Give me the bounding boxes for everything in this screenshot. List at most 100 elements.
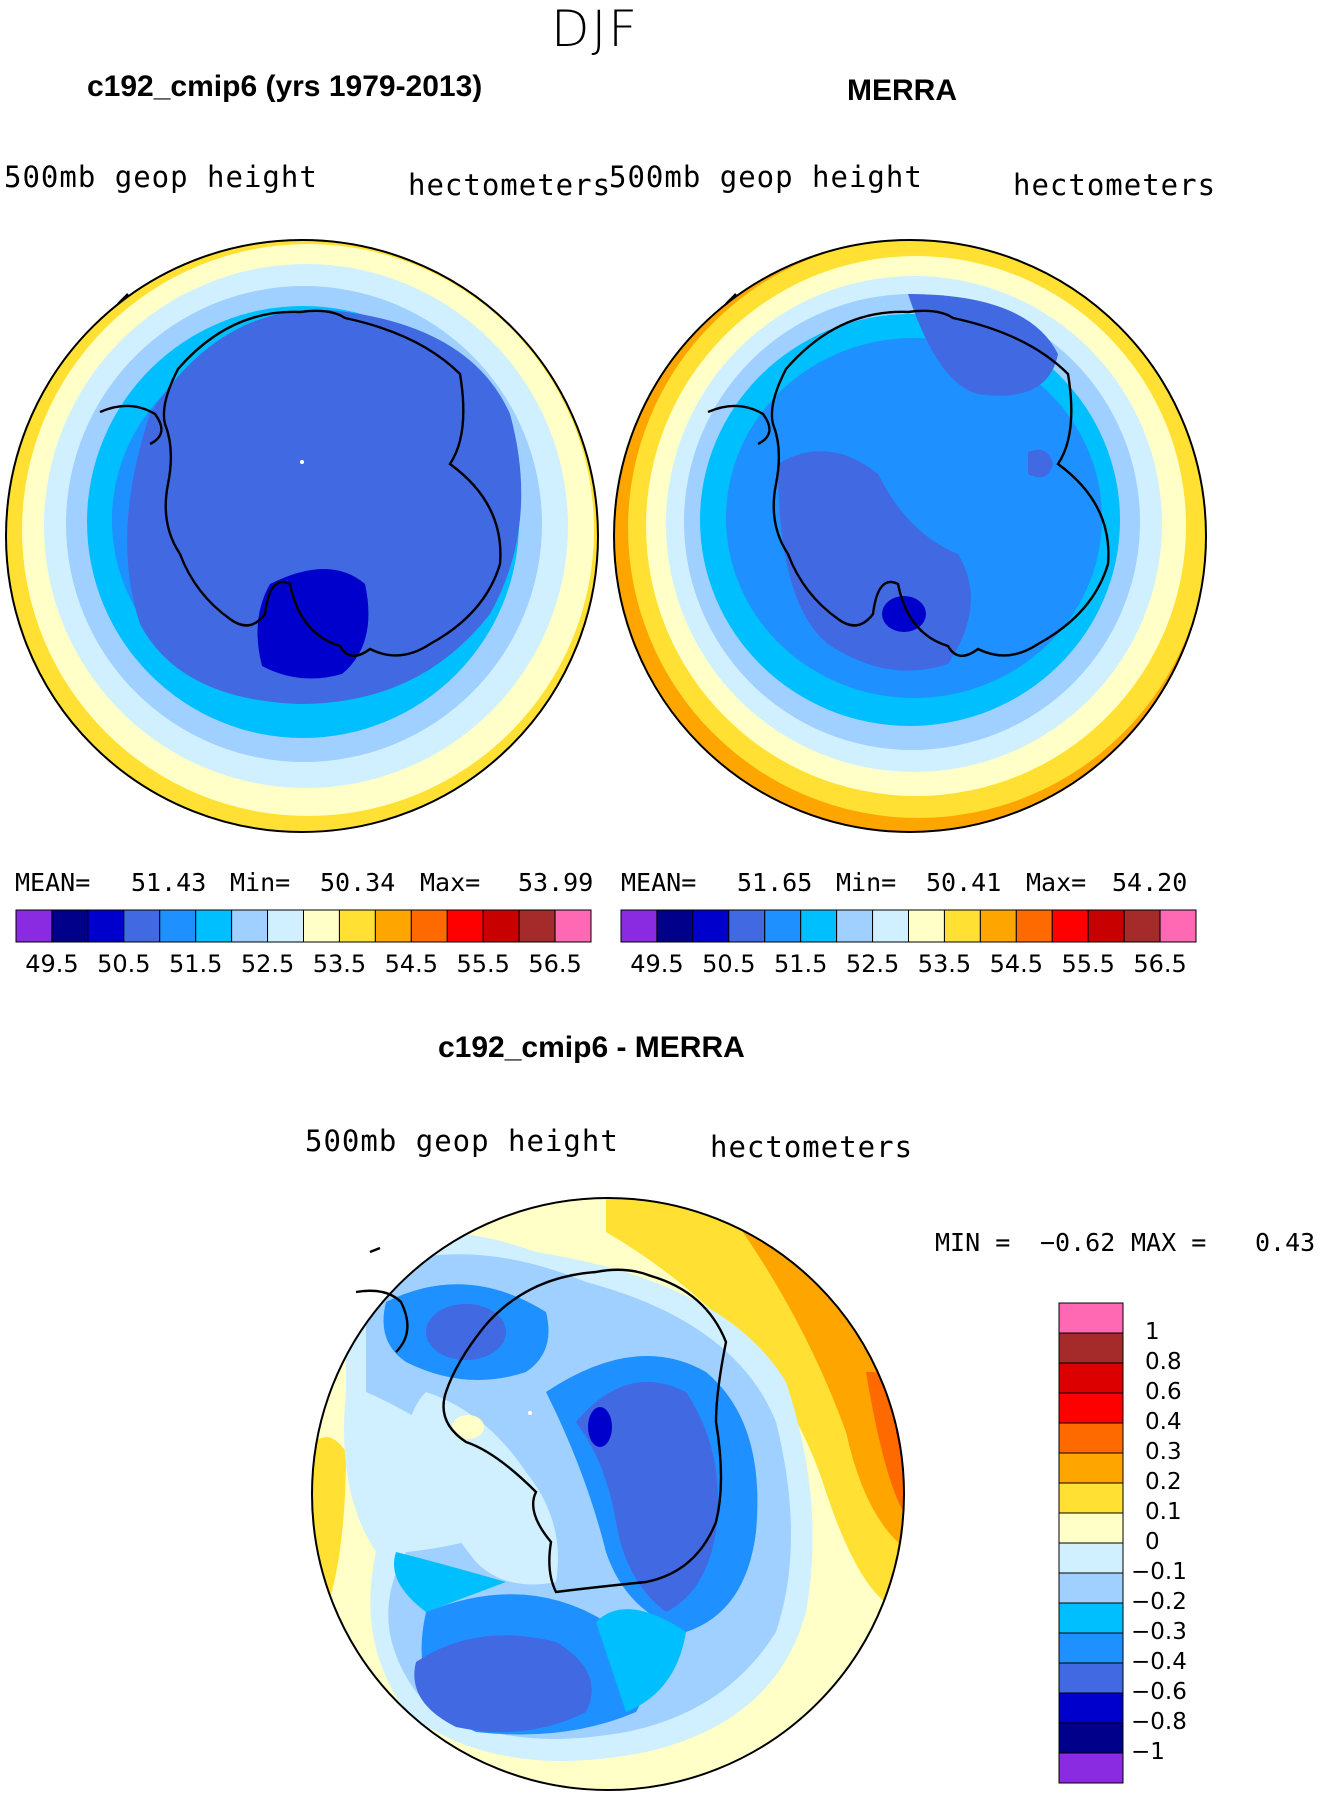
panel3-colorbar-tick-label: −0.8 [1131, 1709, 1187, 1735]
panel3-colorbar-tick-label: −0.1 [1131, 1559, 1187, 1585]
panel3-colorbar-swatch [1058, 1632, 1124, 1664]
panel1-colorbar-swatch [374, 909, 412, 943]
panel2-colorbar-swatch [620, 909, 658, 943]
panel2-colorbar-swatch [979, 909, 1017, 943]
panel1-units-label: hectometers [408, 168, 612, 202]
panel1-min-label: Min= [230, 868, 291, 897]
panel1-max-label: Max= [420, 868, 481, 897]
panel2-colorbar [620, 909, 1197, 943]
panel3-colorbar-swatch [1058, 1392, 1124, 1424]
panel3-colorbar-swatch [1058, 1752, 1124, 1784]
panel3-colorbar-tick-label: 0.3 [1145, 1439, 1182, 1465]
panel1-colorbar-tick-label: 51.5 [168, 950, 223, 978]
panel3-colorbar-tick-label: −0.2 [1131, 1589, 1187, 1615]
panel3-colorbar-tick-label: −1 [1131, 1739, 1165, 1765]
panel3-min-value: −0.62 [1040, 1228, 1116, 1257]
panel2-max-label: Max= [1026, 868, 1087, 897]
panel3-colorbar-tick-label: 0.6 [1145, 1379, 1182, 1405]
panel1-mean-value: 51.43 [131, 868, 207, 897]
panel1-colorbar-tick-label: 49.5 [25, 950, 79, 978]
panel1-colorbar-tick-label: 55.5 [456, 950, 510, 978]
panel3-colorbar-tick-label: 0 [1145, 1529, 1160, 1555]
panel3-units-label: hectometers [710, 1130, 914, 1164]
panel3-polar-map [311, 1197, 905, 1791]
panel1-polar-map [5, 239, 599, 833]
panel2-colorbar-tick-label: 52.5 [845, 950, 900, 978]
season-title: DJF [551, 0, 640, 58]
panel1-max-value: 53.99 [518, 868, 594, 897]
panel1-colorbar-swatch [267, 909, 304, 943]
panel3-colorbar-tick-label: −0.3 [1131, 1619, 1187, 1645]
panel3-colorbar-tick-label: −0.4 [1131, 1649, 1187, 1675]
panel1-mean-label: MEAN= [15, 868, 91, 897]
panel1-colorbar-swatch [303, 909, 340, 943]
panel2-colorbar-tick-label: 50.5 [702, 950, 756, 978]
panel1-min-value: 50.34 [320, 868, 396, 897]
panel1-colorbar-tick-label: 56.5 [528, 950, 582, 978]
panel2-colorbar-swatch [656, 909, 694, 943]
panel2-colorbar-tick-label: 53.5 [917, 950, 972, 978]
panel1-colorbar-tick-label: 53.5 [312, 950, 367, 978]
panel3-colorbar-swatch [1058, 1722, 1124, 1754]
panel1-colorbar-tick-label: 50.5 [97, 950, 151, 978]
panel3-colorbar [1058, 1302, 1124, 1784]
panel3-colorbar-tick-label: 0.1 [1145, 1499, 1182, 1525]
panel2-variable-label: 500mb geop height [609, 160, 923, 194]
panel3-colorbar-swatch [1058, 1422, 1124, 1454]
panel3-max-label: MAX = [1131, 1228, 1207, 1257]
panel2-mean-value: 51.65 [737, 868, 813, 897]
panel3-colorbar-swatch [1058, 1692, 1124, 1724]
panel3-colorbar-swatch [1058, 1332, 1124, 1364]
panel2-colorbar-tick-label: 51.5 [773, 950, 828, 978]
panel1-title: c192_cmip6 (yrs 1979-2013) [87, 70, 483, 103]
panel3-colorbar-swatch [1058, 1572, 1124, 1604]
panel2-title: MERRA [847, 74, 957, 107]
panel2-min-label: Min= [836, 868, 897, 897]
panel2-colorbar-swatch [1051, 909, 1089, 943]
panel1-colorbar-swatch [159, 909, 197, 943]
panel3-colorbar-swatch [1058, 1662, 1124, 1694]
panel3-colorbar-tick-label: 0.4 [1145, 1409, 1182, 1435]
panel2-colorbar-swatch [1015, 909, 1053, 943]
panel2-colorbar-tick-label: 55.5 [1061, 950, 1115, 978]
panel1-colorbar-swatch [15, 909, 53, 943]
panel2-min-value: 50.41 [926, 868, 1002, 897]
panel2-colorbar-swatch [908, 909, 945, 943]
panel1-colorbar [15, 909, 592, 943]
panel3-colorbar-swatch [1058, 1482, 1124, 1514]
panel1-colorbar-tick-label: 52.5 [240, 950, 295, 978]
panel2-polar-map [613, 239, 1207, 833]
panel3-colorbar-swatch [1058, 1362, 1124, 1394]
panel3-colorbar-swatch [1058, 1602, 1124, 1634]
panel3-colorbar-tick-label: 1 [1145, 1319, 1160, 1345]
panel3-title: c192_cmip6 - MERRA [438, 1031, 745, 1064]
panel3-colorbar-swatch [1058, 1512, 1124, 1544]
panel1-colorbar-swatch [518, 909, 556, 943]
panel2-colorbar-swatch [692, 909, 730, 943]
panel3-variable-label: 500mb geop height [305, 1124, 619, 1158]
panel3-colorbar-tick-label: 0.2 [1145, 1469, 1182, 1495]
panel1-colorbar-swatch [482, 909, 520, 943]
panel1-colorbar-swatch [51, 909, 89, 943]
panel1-colorbar-swatch [338, 909, 376, 943]
panel1-colorbar-swatch [195, 909, 233, 943]
panel2-mean-label: MEAN= [621, 868, 697, 897]
panel2-colorbar-swatch [1087, 909, 1125, 943]
panel1-colorbar-swatch [87, 909, 125, 943]
panel3-min-label: MIN = [935, 1228, 1011, 1257]
panel2-units-label: hectometers [1013, 168, 1217, 202]
panel2-colorbar-swatch [1123, 909, 1161, 943]
panel3-colorbar-tick-label: 0.8 [1145, 1349, 1182, 1375]
panel2-max-value: 54.20 [1112, 868, 1188, 897]
panel2-colorbar-swatch [1159, 909, 1197, 943]
panel2-colorbar-tick-label: 49.5 [630, 950, 684, 978]
panel1-colorbar-swatch [554, 909, 592, 943]
panel1-colorbar-tick-label: 54.5 [384, 950, 439, 978]
panel2-colorbar-swatch [728, 909, 766, 943]
panel3-colorbar-swatch [1058, 1542, 1124, 1574]
panel2-colorbar-tick-label: 56.5 [1133, 950, 1187, 978]
panel2-colorbar-tick-label: 54.5 [989, 950, 1044, 978]
panel2-colorbar-swatch [872, 909, 909, 943]
panel3-colorbar-swatch [1058, 1302, 1124, 1334]
panel2-colorbar-swatch [764, 909, 802, 943]
